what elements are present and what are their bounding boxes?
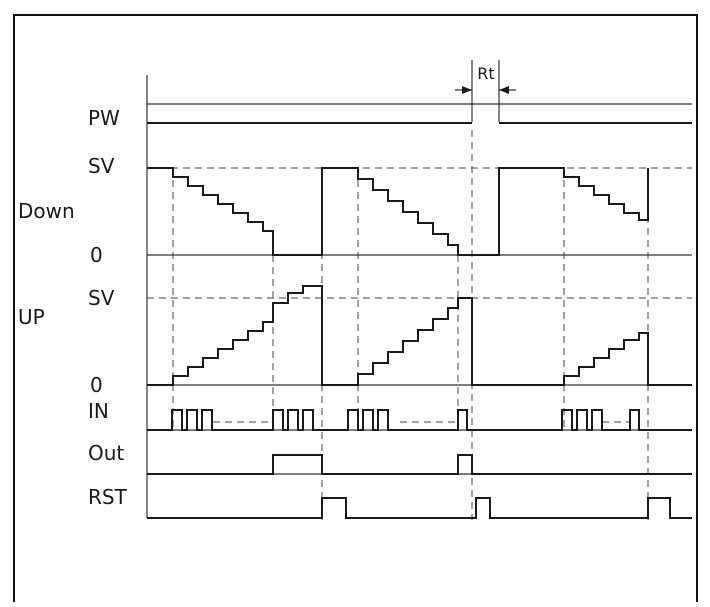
- rt-label: Rt: [477, 64, 494, 83]
- in-signal: [147, 409, 692, 431]
- zero-up-label: 0: [90, 373, 103, 397]
- zero-down-label: 0: [90, 243, 103, 267]
- pw-label: PW: [88, 106, 120, 130]
- out-signal: [147, 454, 692, 475]
- in-label: IN: [88, 399, 109, 423]
- down-label: Down: [18, 199, 75, 223]
- rst-label: RST: [88, 485, 128, 509]
- pw-signal: [147, 103, 692, 124]
- sv-down-label: SV: [88, 154, 115, 178]
- up-signal: [147, 285, 692, 386]
- out-label: Out: [88, 441, 124, 465]
- diagram-frame: [13, 14, 698, 602]
- guide-lines: [172, 130, 649, 520]
- up-label: UP: [18, 305, 45, 329]
- rt-dimension: Rt: [455, 60, 516, 122]
- down-signal: [147, 167, 692, 256]
- rst-signal: [147, 497, 692, 519]
- sv-up-label: SV: [88, 286, 115, 310]
